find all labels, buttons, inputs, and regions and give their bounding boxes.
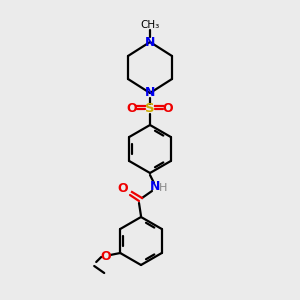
Text: S: S: [145, 103, 155, 116]
Text: N: N: [150, 181, 160, 194]
Text: O: O: [118, 182, 128, 196]
Text: N: N: [145, 86, 155, 100]
Text: CH₃: CH₃: [140, 20, 160, 30]
Text: O: O: [163, 103, 173, 116]
Text: O: O: [100, 250, 110, 262]
Text: O: O: [127, 103, 137, 116]
Text: H: H: [159, 183, 167, 193]
Text: N: N: [145, 35, 155, 49]
